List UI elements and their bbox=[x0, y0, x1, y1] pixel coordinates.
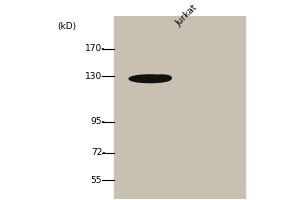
Ellipse shape bbox=[154, 75, 171, 81]
Text: 95-: 95- bbox=[91, 117, 105, 126]
Ellipse shape bbox=[129, 75, 171, 83]
Text: 55-: 55- bbox=[91, 176, 105, 185]
Bar bbox=[114, 16, 245, 199]
Text: (kD): (kD) bbox=[57, 22, 76, 31]
Text: 170-: 170- bbox=[85, 44, 105, 53]
Text: 130-: 130- bbox=[85, 72, 105, 81]
Text: 72-: 72- bbox=[91, 148, 105, 157]
Text: Jurkat: Jurkat bbox=[174, 3, 199, 28]
